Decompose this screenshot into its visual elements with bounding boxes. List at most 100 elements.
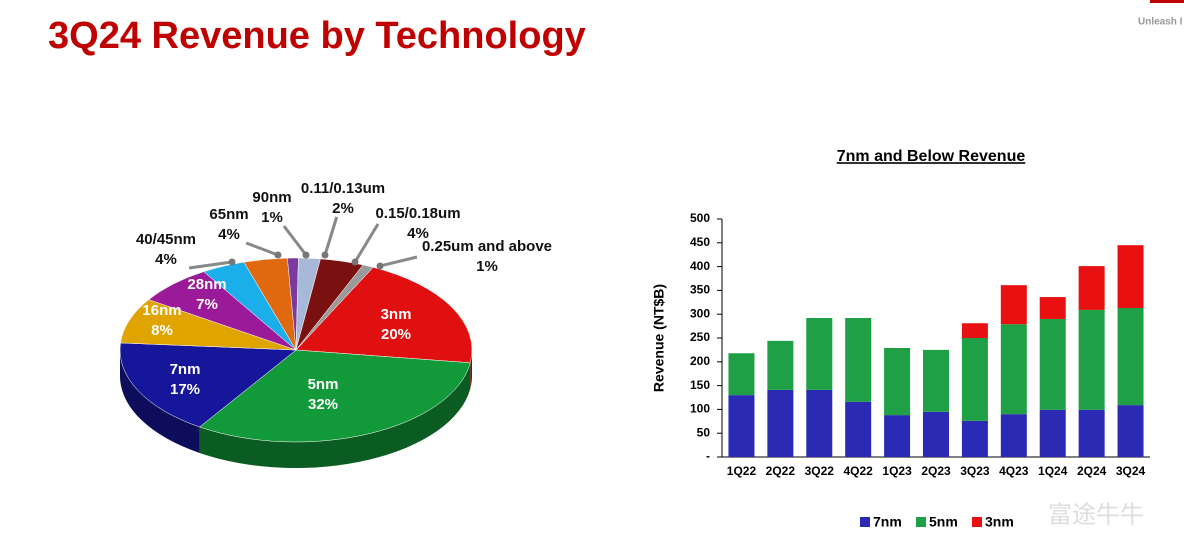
tagline: Unleash I: [1138, 17, 1183, 28]
legend-label: 7nm: [873, 514, 902, 530]
x-tick-label: 2Q23: [921, 464, 951, 478]
y-tick-label: 500: [690, 211, 710, 225]
slice-name: 0.15/0.18um: [375, 205, 460, 222]
bar-segment: [728, 395, 755, 457]
bar-segment: [728, 353, 755, 396]
x-tick-label: 1Q24: [1038, 464, 1068, 478]
y-tick-label: 200: [690, 354, 710, 368]
legend-swatch: [972, 517, 982, 527]
leader-line: [245, 241, 279, 257]
slice-name: 28nm: [187, 276, 226, 293]
leader-line: [282, 225, 308, 256]
bar-segment: [1078, 266, 1105, 310]
pie-slice: [295, 267, 473, 364]
slice-percent: 4%: [155, 251, 177, 268]
bar-segment: [1000, 324, 1027, 415]
bar-segment: [884, 347, 911, 416]
leader-dot: [302, 251, 310, 259]
bar-segment: [767, 340, 794, 390]
bar-segment: [1039, 409, 1066, 457]
bar-segment: [845, 318, 872, 402]
pie-slice: [119, 342, 297, 428]
leader-line: [353, 223, 380, 263]
bar-segment: [1000, 414, 1027, 457]
slide-title: 3Q24 Revenue by Technology: [48, 15, 586, 57]
bar-segment: [961, 420, 988, 457]
leader-dot: [274, 251, 282, 259]
y-tick-label: 300: [690, 306, 710, 320]
x-tick-label: 4Q23: [999, 464, 1029, 478]
pie-side: [470, 350, 472, 389]
x-tick-label: 1Q23: [882, 464, 912, 478]
slice-percent: 17%: [170, 381, 200, 398]
bar-segment: [1117, 245, 1144, 309]
y-axis-label: Revenue (NT$B): [651, 284, 667, 392]
slice-percent: 7%: [196, 296, 218, 313]
pie-slice: [120, 299, 297, 351]
slice-percent: 32%: [308, 396, 338, 413]
slice-name: 0.11/0.13um: [301, 180, 385, 197]
y-tick-label: 100: [690, 402, 710, 416]
leader-line: [323, 216, 339, 256]
slice-name: 0.25um and above: [422, 238, 552, 255]
bar-segment: [1039, 297, 1066, 319]
corner-rule: [1150, 0, 1184, 3]
y-tick-label: -: [706, 449, 710, 463]
slice-percent: 1%: [476, 258, 498, 275]
slice-name: 7nm: [170, 361, 201, 378]
watermark: 富途牛牛: [1048, 501, 1144, 528]
legend-label: 3nm: [985, 514, 1014, 530]
bar-segment: [806, 318, 833, 390]
slice-name: 65nm: [209, 206, 248, 223]
bar-segment: [1000, 285, 1027, 325]
slice-percent: 1%: [261, 209, 283, 226]
bar-segment: [923, 411, 949, 457]
y-tick-label: 250: [690, 330, 710, 344]
y-tick-label: 350: [690, 283, 710, 297]
leader-dot: [376, 262, 384, 270]
y-tick-label: 450: [690, 235, 710, 249]
slice-percent: 4%: [407, 225, 429, 242]
slice-name: 16nm: [142, 302, 181, 319]
legend-label: 5nm: [929, 514, 958, 530]
legend-swatch: [916, 517, 926, 527]
bar-segment: [1117, 405, 1144, 457]
bar-segment: [767, 389, 794, 457]
leader-line: [379, 255, 418, 268]
leader-line: [188, 260, 233, 270]
leader-dot: [351, 258, 359, 266]
x-tick-label: 3Q23: [960, 464, 990, 478]
x-tick-label: 3Q22: [805, 464, 835, 478]
bar-segment: [845, 401, 872, 457]
slice-name: 40/45nm: [136, 231, 196, 248]
bar-segment: [961, 323, 988, 338]
slice-name: 5nm: [308, 376, 339, 393]
x-tick-label: 2Q22: [766, 464, 796, 478]
y-tick-label: 50: [697, 425, 711, 439]
bar-segment: [923, 349, 949, 412]
slice-percent: 20%: [381, 326, 411, 343]
leader-dot: [321, 251, 329, 259]
pie-side: [199, 362, 471, 468]
bar-segment: [1039, 318, 1066, 410]
x-tick-label: 1Q22: [727, 464, 757, 478]
y-tick-label: 150: [690, 378, 710, 392]
slice-percent: 4%: [218, 226, 240, 243]
pie-side: [119, 350, 200, 453]
bar-segment: [1117, 308, 1144, 406]
x-tick-label: 4Q22: [844, 464, 874, 478]
slice-percent: 8%: [151, 322, 173, 339]
x-tick-label: 3Q24: [1116, 464, 1146, 478]
slice-percent: 2%: [332, 200, 354, 217]
bar-segment: [806, 389, 833, 457]
slice-name: 3nm: [381, 306, 412, 323]
x-tick-label: 2Q24: [1077, 464, 1107, 478]
bar-segment: [884, 415, 911, 457]
y-tick-label: 400: [690, 259, 710, 273]
pie-slice: [295, 264, 374, 351]
bar-segment: [1078, 309, 1105, 410]
bar-segment: [1078, 409, 1105, 457]
slice-name: 90nm: [252, 189, 291, 206]
legend-swatch: [860, 517, 870, 527]
